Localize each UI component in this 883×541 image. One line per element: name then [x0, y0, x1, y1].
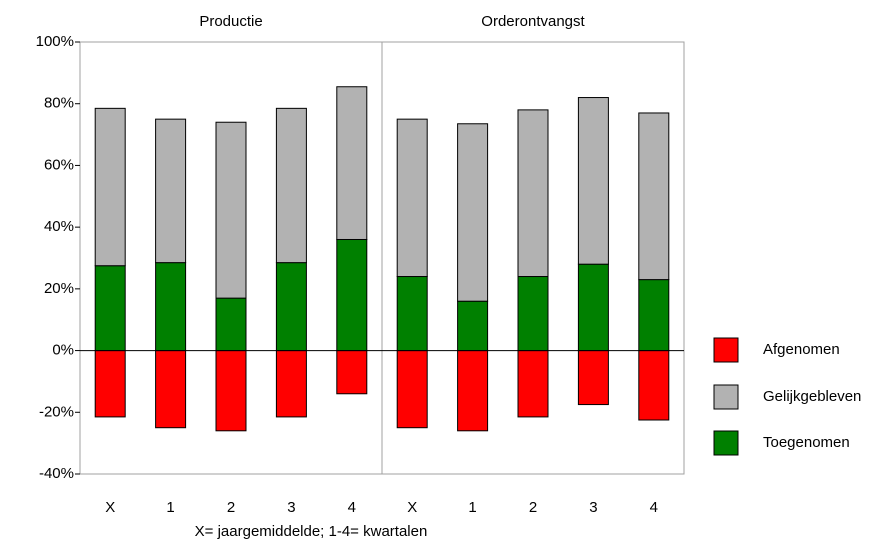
bar-segment	[155, 350, 187, 429]
x-tick-label: 1	[468, 499, 476, 516]
x-tick-label: 1	[166, 499, 174, 516]
panel-title: Productie	[199, 13, 262, 30]
bar-segment	[577, 263, 609, 352]
y-tick-label: -20%	[39, 403, 74, 420]
bar-segment	[155, 118, 187, 264]
x-tick-label: 4	[348, 499, 356, 516]
bar-segment	[275, 262, 307, 352]
bar-segment	[517, 350, 549, 418]
bar-segment	[457, 123, 489, 302]
bar-segment	[336, 238, 368, 352]
y-tick-label: 20%	[44, 280, 74, 297]
bar-segment	[275, 107, 307, 264]
bar-segment	[638, 350, 670, 421]
y-tick-label: 0%	[52, 342, 74, 359]
x-tick-label: 3	[589, 499, 597, 516]
y-tick-label: 40%	[44, 218, 74, 235]
legend-label: Toegenomen	[763, 434, 850, 451]
bar-segment	[577, 350, 609, 406]
legend-label: Gelijkgebleven	[763, 388, 861, 405]
bar-segment	[396, 276, 428, 352]
x-tick-label: 2	[529, 499, 537, 516]
bar-segment	[94, 265, 126, 352]
y-tick-label: -40%	[39, 465, 74, 482]
x-tick-label: 2	[227, 499, 235, 516]
legend-label: Afgenomen	[763, 341, 840, 358]
y-tick-label: 60%	[44, 156, 74, 173]
y-tick-label: 100%	[36, 33, 74, 50]
panel-title: Orderontvangst	[481, 13, 585, 30]
x-tick-label: 3	[287, 499, 295, 516]
bar-segment	[457, 350, 489, 432]
x-tick-label: 4	[650, 499, 658, 516]
legend-swatch	[713, 337, 739, 363]
bar-segment	[155, 262, 187, 352]
bar-segment	[336, 350, 368, 395]
x-tick-label: X	[105, 499, 115, 516]
legend-swatch	[713, 384, 739, 410]
bar-segment	[638, 112, 670, 281]
y-tick-label: 80%	[44, 95, 74, 112]
legend-swatch	[713, 430, 739, 456]
bar-segment	[275, 350, 307, 418]
bar-segment	[577, 97, 609, 265]
bar-segment	[396, 350, 428, 429]
bar-segment	[396, 118, 428, 278]
x-tick-label: X	[407, 499, 417, 516]
bar-segment	[457, 300, 489, 352]
x-axis-label: X= jaargemiddelde; 1-4= kwartalen	[195, 523, 428, 540]
bar-segment	[517, 109, 549, 278]
bar-segment	[215, 121, 247, 299]
bar-segment	[215, 297, 247, 352]
bar-segment	[94, 350, 126, 418]
bar-segment	[215, 350, 247, 432]
bar-segment	[517, 276, 549, 352]
bar-segment	[94, 107, 126, 267]
bar-segment	[638, 279, 670, 352]
bar-segment	[336, 86, 368, 240]
